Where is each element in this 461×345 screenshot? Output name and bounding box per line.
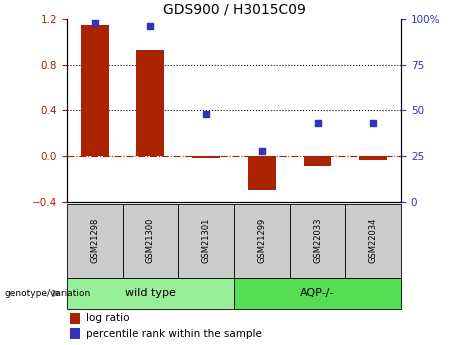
Bar: [359, 156, 387, 159]
Point: [91, 20, 98, 26]
Bar: [178, 204, 234, 278]
Bar: [123, 204, 178, 278]
Text: log ratio: log ratio: [86, 313, 130, 323]
Text: wild type: wild type: [125, 288, 176, 298]
Bar: [248, 156, 276, 190]
Text: GSM21299: GSM21299: [257, 218, 266, 263]
Point: [370, 120, 377, 126]
Bar: [234, 278, 401, 309]
Text: percentile rank within the sample: percentile rank within the sample: [86, 329, 262, 339]
Bar: [234, 204, 290, 278]
Text: GSM21301: GSM21301: [201, 218, 211, 263]
Text: GSM22033: GSM22033: [313, 218, 322, 263]
Point: [202, 111, 210, 117]
Bar: [192, 156, 220, 158]
Title: GDS900 / H3015C09: GDS900 / H3015C09: [163, 2, 305, 17]
Bar: [136, 50, 164, 156]
Point: [258, 148, 266, 154]
Point: [147, 23, 154, 29]
Text: GSM21300: GSM21300: [146, 218, 155, 263]
Text: GSM21298: GSM21298: [90, 218, 99, 263]
Bar: [290, 204, 345, 278]
Bar: [81, 25, 109, 156]
Bar: [345, 204, 401, 278]
Text: genotype/variation: genotype/variation: [5, 289, 91, 298]
Bar: [67, 204, 123, 278]
Bar: [70, 328, 80, 339]
Point: [314, 120, 321, 126]
Text: GSM22034: GSM22034: [369, 218, 378, 263]
Bar: [304, 156, 331, 166]
Bar: [70, 313, 80, 324]
Bar: [67, 278, 234, 309]
Text: AQP-/-: AQP-/-: [300, 288, 335, 298]
